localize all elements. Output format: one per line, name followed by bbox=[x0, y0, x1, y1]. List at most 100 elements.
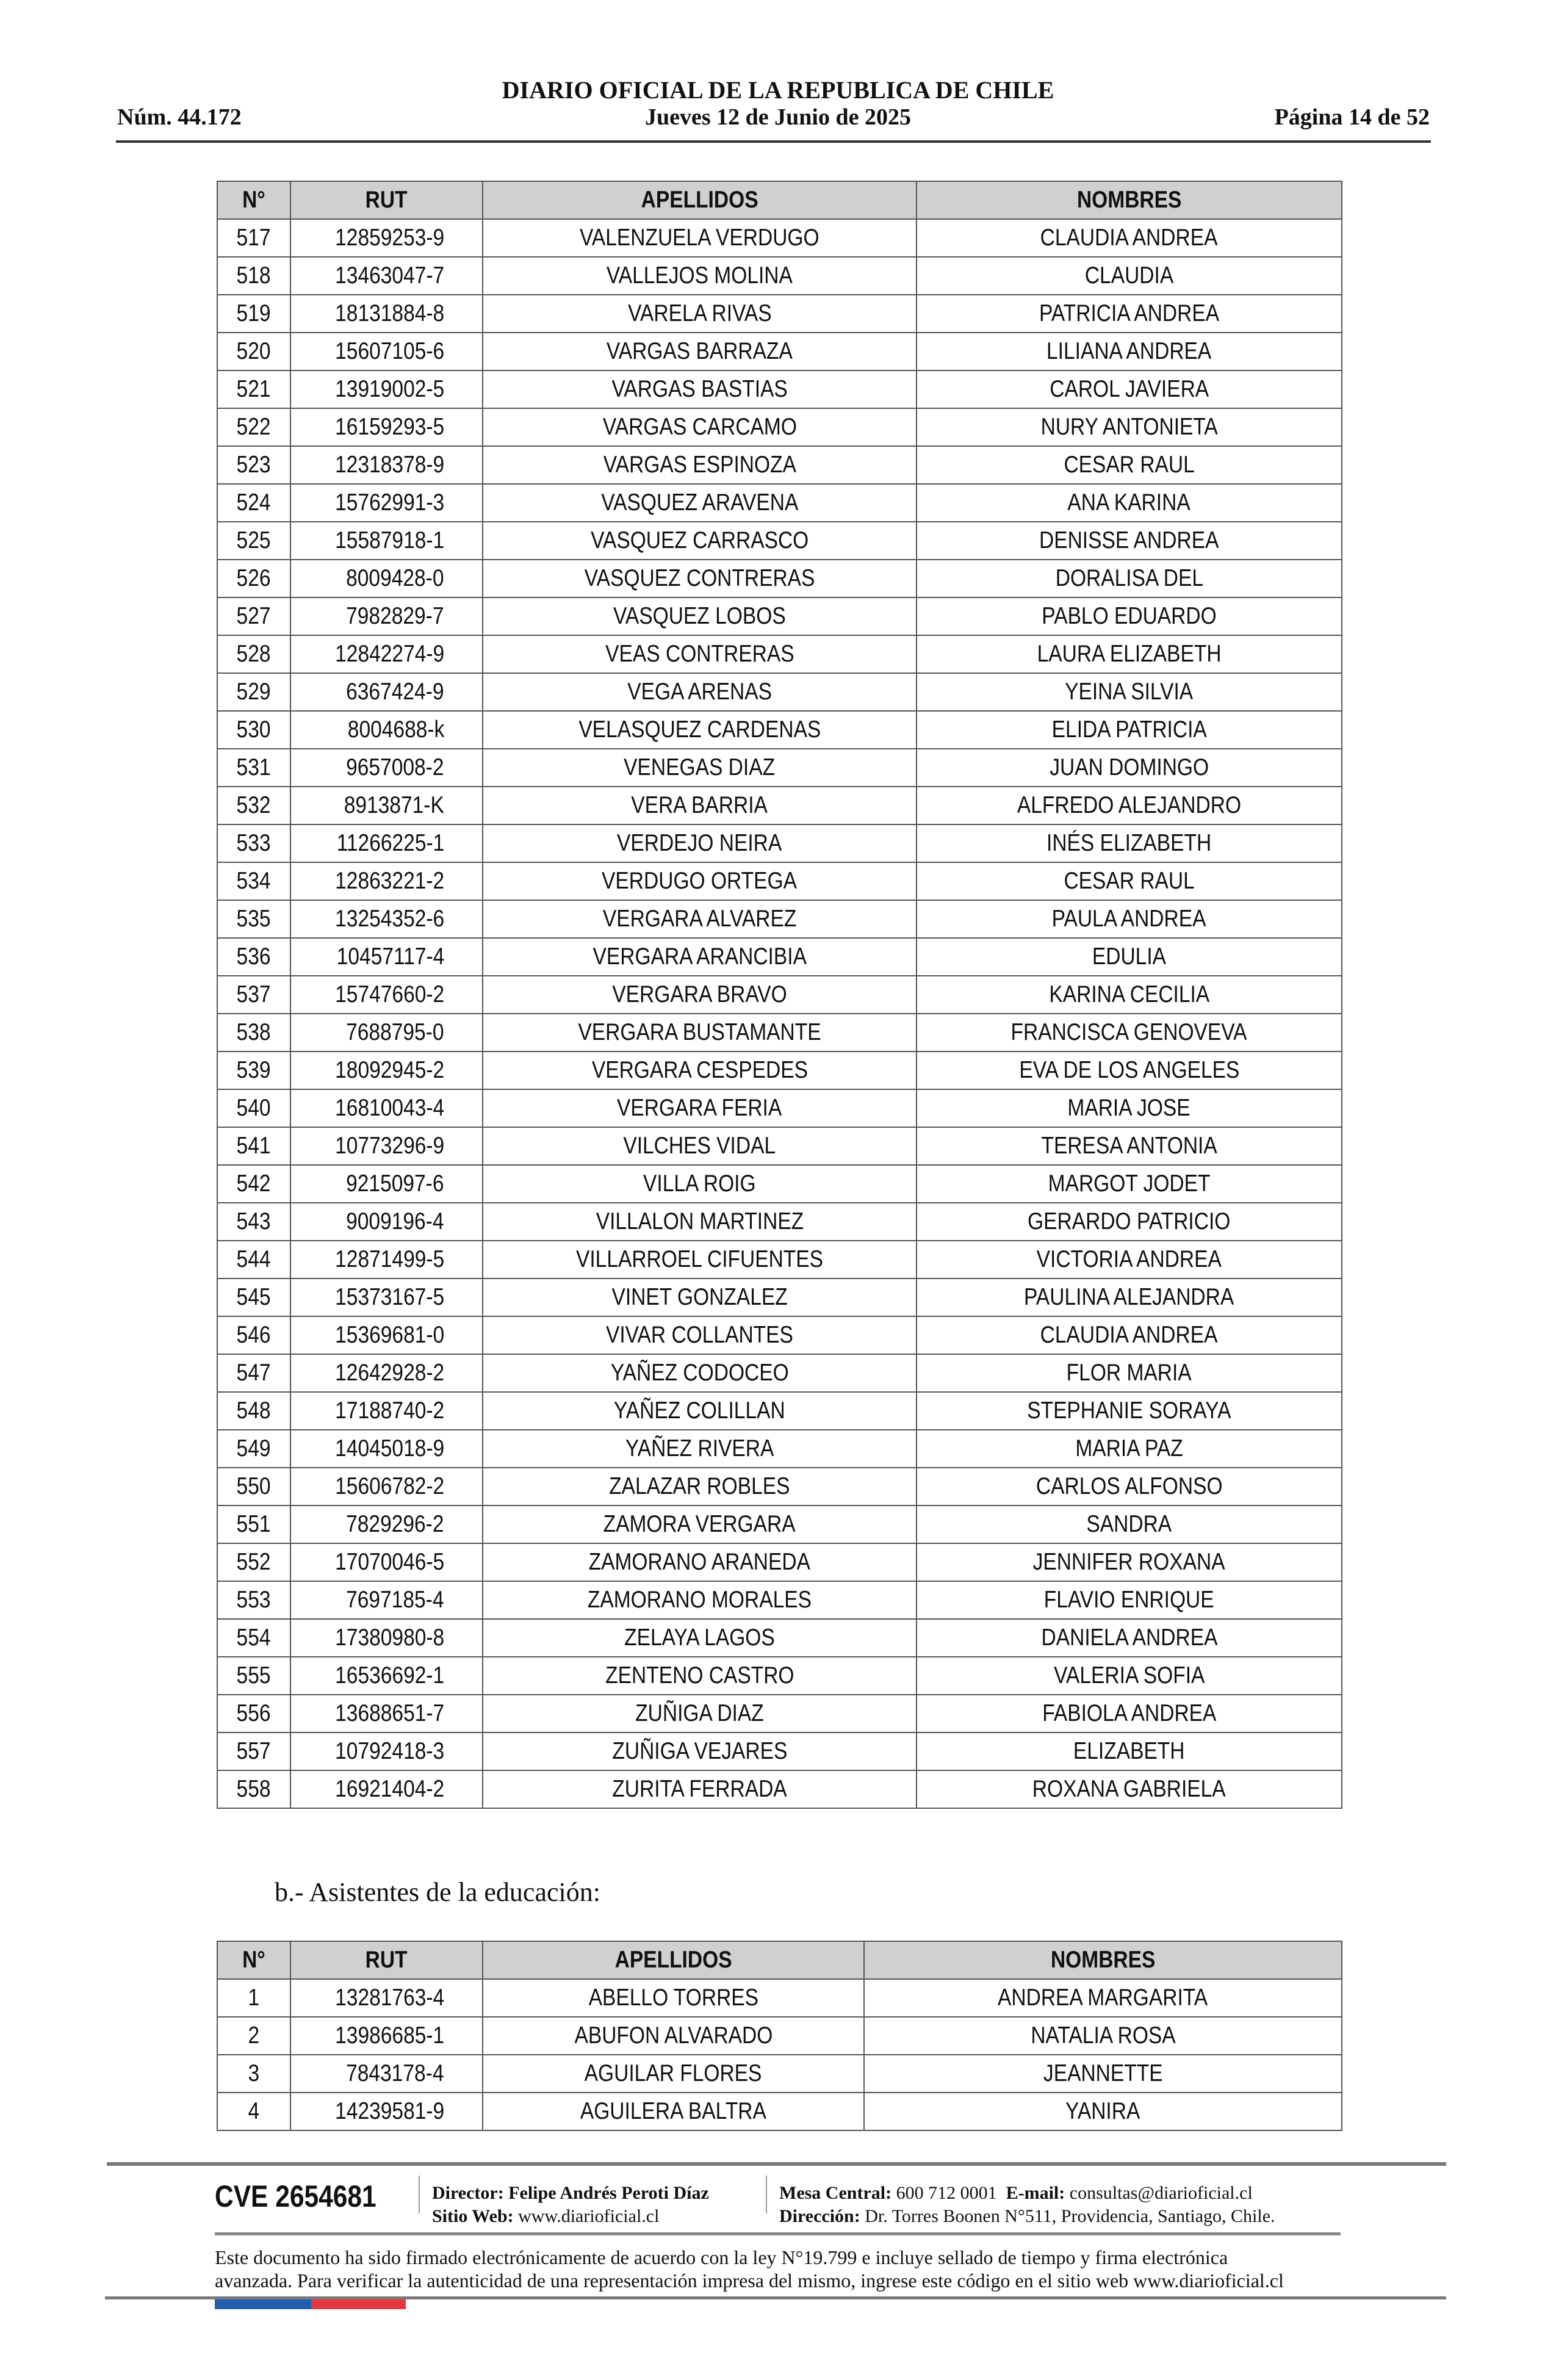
cell-text: 530 bbox=[237, 716, 271, 743]
cell-text: JENNIFER ROXANA bbox=[1033, 1549, 1225, 1575]
cell-text: 14239581-9 bbox=[334, 2098, 444, 2124]
cell-text: 14045018-9 bbox=[334, 1435, 444, 1462]
col-number-cell: 535 bbox=[217, 900, 291, 939]
table-row: 546 15369681-0 VIVAR COLLANTES CLAUDIA ANDR… bbox=[217, 1316, 1342, 1355]
cell-text: 9009196-4 bbox=[346, 1208, 444, 1235]
col-number-cell: 555 bbox=[217, 1656, 291, 1695]
table-row: 522 16159293-5 VARGAS CARCAMO NURY ANTONIET… bbox=[217, 408, 1342, 447]
table-row: 1 13281763-4 ABELLO TORRES ANDREA MARGARITA bbox=[217, 1978, 1342, 2018]
col-number-cell: 550 bbox=[217, 1467, 291, 1506]
table-row: 536 10457117-4 VERGARA ARANCIBIA EDULIA bbox=[217, 937, 1342, 976]
cell-text: 531 bbox=[237, 754, 271, 781]
col-surnames-cell: ZAMORANO MORALES bbox=[482, 1581, 917, 1620]
col-number-cell: 3 bbox=[217, 2054, 291, 2093]
table-row: 557 10792418-3 ZUÑIGA VEJARES ELIZABETH bbox=[217, 1732, 1342, 1771]
col-names-cell: INÉS ELIZABETH bbox=[916, 824, 1342, 863]
col-number-cell: 536 bbox=[217, 937, 291, 976]
cve-code: CVE 2654681 bbox=[215, 2179, 376, 2213]
footer-divider bbox=[105, 2296, 1446, 2299]
col-surnames-cell: VASQUEZ LOBOS bbox=[482, 597, 917, 636]
col-rut-cell: 18092945-2 bbox=[290, 1051, 483, 1090]
cell-text: 15373167-5 bbox=[334, 1284, 444, 1310]
col-rut-cell: 15373167-5 bbox=[290, 1278, 483, 1317]
col-surnames-cell: ABELLO TORRES bbox=[482, 1978, 865, 2018]
col-surnames-cell: VERGARA CESPEDES bbox=[482, 1051, 917, 1090]
col-rut-cell: 6367424-9 bbox=[290, 673, 483, 712]
col-rut-cell: 9009196-4 bbox=[290, 1202, 483, 1241]
cell-text: 12642928-2 bbox=[334, 1360, 444, 1386]
col-number-cell: 537 bbox=[217, 975, 291, 1014]
col-surnames-cell: VEAS CONTRERAS bbox=[482, 635, 917, 674]
cell-text: 17380980-8 bbox=[334, 1625, 444, 1651]
cell-text: PAULA ANDREA bbox=[1052, 906, 1206, 932]
col-number-cell: 534 bbox=[217, 862, 291, 901]
cell-text: 13919002-5 bbox=[334, 376, 444, 402]
cell-text: 525 bbox=[237, 527, 271, 554]
email-link[interactable]: consultas@diarioficial.cl bbox=[1069, 2183, 1253, 2203]
cell-text: VALERIA SOFIA bbox=[1053, 1662, 1205, 1689]
table-row: 517 12859253-9 VALENZUELA VERDUGO CLAUDIA A… bbox=[217, 218, 1342, 258]
cell-text: VARGAS CARCAMO bbox=[602, 414, 797, 440]
cell-text: 10773296-9 bbox=[334, 1133, 444, 1159]
cell-text: VASQUEZ ARAVENA bbox=[600, 489, 799, 516]
col-rut-cell: 11266225-1 bbox=[290, 824, 483, 863]
col-number-cell: 4 bbox=[217, 2092, 291, 2131]
col-names-cell: ELIZABETH bbox=[916, 1732, 1342, 1771]
cell-text: 547 bbox=[237, 1360, 271, 1386]
cell-text: YAÑEZ RIVERA bbox=[625, 1435, 774, 1462]
cell-text: VERDUGO ORTEGA bbox=[602, 868, 798, 894]
col-rut-cell: 18131884-8 bbox=[290, 294, 483, 333]
cell-text: VALENZUELA VERDUGO bbox=[580, 225, 819, 251]
header-label: NOMBRES bbox=[1076, 187, 1182, 213]
cell-text: 17188740-2 bbox=[334, 1397, 444, 1424]
table-row: 518 13463047-7 VALLEJOS MOLINA CLAUDIA bbox=[217, 256, 1342, 295]
col-names-cell: ANA KARINA bbox=[916, 483, 1342, 522]
table-row: 552 17070046-5 ZAMORANO ARANEDA JENNIFER RO… bbox=[217, 1543, 1342, 1582]
table-row: 539 18092945-2 VERGARA CESPEDES EVA DE LOS … bbox=[217, 1051, 1342, 1090]
col-surnames-cell: VASQUEZ ARAVENA bbox=[482, 483, 917, 522]
col-rut-cell: 10792418-3 bbox=[290, 1732, 483, 1771]
table-row: 534 12863221-2 VERDUGO ORTEGA CESAR RAUL bbox=[217, 862, 1342, 901]
site-link[interactable]: www.diarioficial.cl bbox=[518, 2206, 660, 2226]
col-number-cell: 521 bbox=[217, 370, 291, 409]
col-number-cell: 525 bbox=[217, 521, 291, 560]
col-names-cell: CARLOS ALFONSO bbox=[916, 1467, 1342, 1506]
col-names-cell: YANIRA bbox=[863, 2092, 1342, 2131]
page-indicator: Página 14 de 52 bbox=[1274, 104, 1430, 130]
col-names-cell: KARINA CECILIA bbox=[916, 975, 1342, 1014]
col-surnames-cell: VERGARA BUSTAMANTE bbox=[482, 1013, 917, 1052]
cell-text: EVA DE LOS ANGELES bbox=[1018, 1057, 1240, 1083]
cell-text: 535 bbox=[237, 906, 271, 932]
header-label: APELLIDOS bbox=[614, 1947, 732, 1973]
col-surnames-cell: VENEGAS DIAZ bbox=[482, 748, 917, 787]
col-names-cell: JUAN DOMINGO bbox=[916, 748, 1342, 787]
col-number-cell: 557 bbox=[217, 1732, 291, 1771]
col-surnames-cell: YAÑEZ RIVERA bbox=[482, 1429, 917, 1468]
table-header-row: N° RUT APELLIDOS NOMBRES bbox=[217, 181, 1342, 220]
col-rut-cell: 12871499-5 bbox=[290, 1240, 483, 1279]
table-row: 541 10773296-9 VILCHES VIDAL TERESA ANTONIA bbox=[217, 1127, 1342, 1166]
col-number-cell: 553 bbox=[217, 1581, 291, 1620]
cell-text: 9215097-6 bbox=[346, 1170, 444, 1197]
cell-text: 8009428-0 bbox=[346, 565, 444, 591]
table-row: 537 15747660-2 VERGARA BRAVO KARINA CECILIA bbox=[217, 975, 1342, 1014]
cell-text: 540 bbox=[237, 1095, 271, 1121]
signature-disclaimer: Este documento ha sido firmado electróni… bbox=[215, 2246, 1350, 2292]
address-label: Dirección: bbox=[779, 2206, 860, 2226]
cell-text: 520 bbox=[237, 338, 271, 364]
footer-divider bbox=[215, 2232, 1341, 2235]
cell-text: 15762991-3 bbox=[334, 489, 444, 516]
cell-text: KARINA CECILIA bbox=[1049, 981, 1209, 1008]
col-rut-cell: 12859253-9 bbox=[290, 218, 483, 258]
col-names-cell: JEANNETTE bbox=[863, 2054, 1342, 2093]
col-rut-cell: 13254352-6 bbox=[290, 900, 483, 939]
table-row: 554 17380980-8 ZELAYA LAGOS DANIELA ANDREA bbox=[217, 1618, 1342, 1657]
cell-text: ANA KARINA bbox=[1067, 489, 1191, 516]
col-number-cell: 543 bbox=[217, 1202, 291, 1241]
table-row: 555 16536692-1 ZENTENO CASTRO VALERIA SOFIA bbox=[217, 1656, 1342, 1695]
col-number-cell: 1 bbox=[217, 1978, 291, 2018]
cell-text: VELASQUEZ CARDENAS bbox=[578, 716, 821, 743]
cell-text: 15587918-1 bbox=[334, 527, 444, 554]
cell-text: VILLALON MARTINEZ bbox=[596, 1208, 804, 1235]
table-row: 542 9215097-6 VILLA ROIG MARGOT JODET bbox=[217, 1164, 1342, 1203]
